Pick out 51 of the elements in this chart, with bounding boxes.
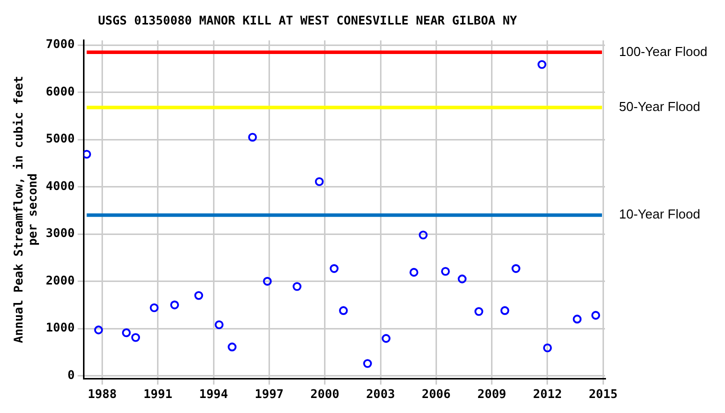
- x-tick-label: 2012: [533, 386, 562, 401]
- point: [150, 303, 159, 312]
- point: [363, 359, 372, 368]
- ref-line-label: 50-Year Flood: [619, 99, 700, 114]
- point: [572, 314, 582, 324]
- y-tick-label: 2000: [46, 273, 75, 288]
- point: [292, 282, 302, 291]
- y-tick-label: 3000: [46, 226, 75, 240]
- point: [474, 307, 484, 316]
- y-tick-label: 4000: [46, 178, 75, 193]
- chart-title: USGS 01350080 MANOR KILL AT WEST CONESVILLE NEAR GILBOA NY: [98, 13, 518, 28]
- x-tick-label: 1994: [199, 386, 228, 401]
- point: [500, 306, 510, 315]
- point: [314, 177, 324, 186]
- x-tick-label: 2015: [588, 386, 618, 401]
- x-tick-label: 1997: [254, 386, 284, 401]
- point: [170, 300, 179, 310]
- x-tick-label: 2006: [422, 386, 451, 401]
- point: [248, 132, 257, 142]
- ref-line-label: 10-Year Flood: [619, 206, 700, 222]
- point: [94, 326, 103, 334]
- point: [410, 268, 418, 277]
- point: [228, 342, 237, 352]
- point: [330, 264, 339, 273]
- point: [262, 276, 272, 286]
- y-tick-label: 1000: [46, 320, 75, 335]
- y-tick-label: 5000: [46, 132, 75, 146]
- x-tick-label: 1988: [88, 386, 117, 401]
- point: [458, 274, 467, 284]
- point: [441, 266, 450, 276]
- point: [131, 333, 140, 342]
- point: [122, 328, 131, 338]
- y-tick-label: 0: [67, 368, 75, 382]
- point: [538, 60, 546, 69]
- point: [382, 334, 390, 343]
- ref-line-label: 100-Year Flood: [619, 44, 708, 59]
- y-axis-title: Annual Peak Streamflow, in cubic feet per second: [11, 76, 40, 344]
- point: [418, 230, 428, 240]
- point: [194, 291, 204, 300]
- x-tick-label: 2009: [477, 386, 506, 401]
- y-tick-label: 7000: [46, 37, 75, 52]
- x-tick-label: 2000: [310, 386, 340, 401]
- point: [591, 310, 600, 320]
- point: [543, 344, 552, 352]
- point: [339, 306, 348, 315]
- point: [512, 264, 520, 273]
- x-tick-label: 2003: [366, 386, 395, 401]
- point: [84, 150, 92, 159]
- x-tick-label: 1991: [143, 386, 172, 401]
- y-tick-label: 6000: [46, 84, 75, 98]
- point: [214, 320, 224, 330]
